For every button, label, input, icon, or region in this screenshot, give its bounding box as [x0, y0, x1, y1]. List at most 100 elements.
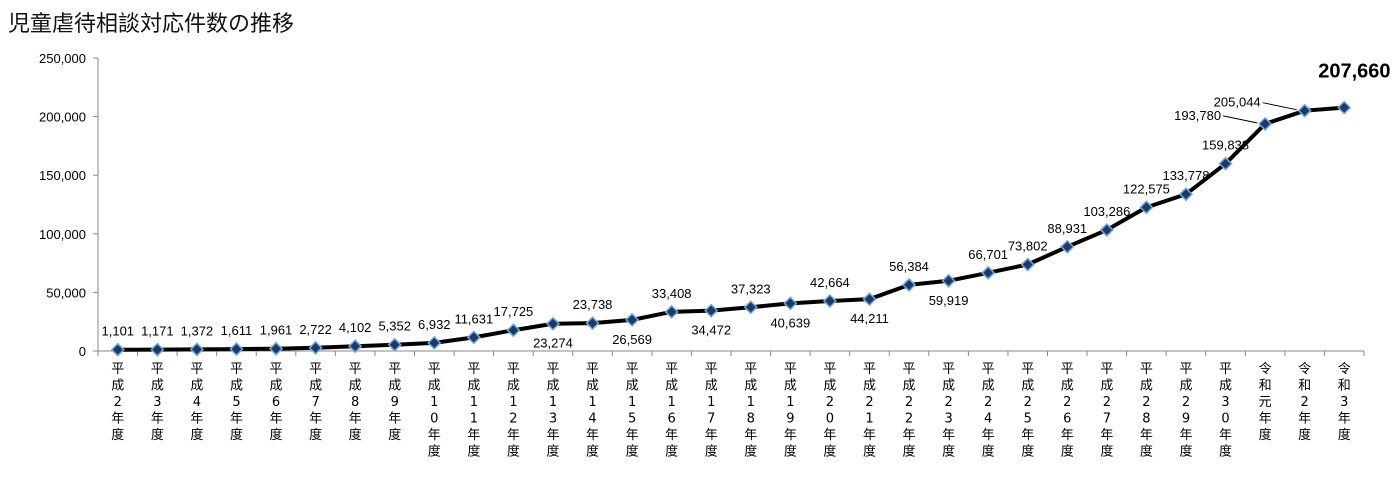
x-tick-label: 平成 1 0 年度 — [428, 362, 441, 460]
data-label: 122,575 — [1123, 181, 1170, 196]
data-point — [466, 330, 481, 345]
x-tick-label: 平成 1 8 年度 — [744, 362, 757, 460]
x-tick-label: 令和 3 年度 — [1338, 362, 1351, 443]
y-tick-label: 0 — [79, 344, 86, 359]
x-tick-label: 平成 7 年度 — [309, 362, 322, 443]
data-label: 88,931 — [1047, 221, 1087, 236]
data-point — [387, 337, 402, 352]
data-label: 44,211 — [850, 311, 889, 326]
data-label: 1,372 — [181, 323, 214, 338]
series-line — [117, 105, 1345, 352]
x-tick-label: 平成 2 3 年度 — [942, 362, 955, 460]
x-tick-label: 平成 5 年度 — [230, 362, 243, 443]
data-point — [189, 342, 204, 357]
data-label-leader — [1262, 102, 1297, 111]
x-tick-label: 平成 2 2 年度 — [903, 362, 916, 460]
data-label: 205,044 — [1214, 95, 1261, 110]
data-point — [1020, 257, 1035, 272]
data-label: 11,631 — [454, 311, 493, 326]
data-label: 4,102 — [339, 320, 372, 335]
data-point — [1099, 222, 1114, 238]
x-tick-label: 平成 1 6 年度 — [665, 362, 678, 460]
data-label: 34,472 — [691, 323, 731, 338]
data-point — [822, 293, 837, 309]
data-point — [1139, 200, 1154, 215]
x-tick-label: 平成 1 1 年度 — [467, 362, 480, 460]
x-tick-label: 平成 2 年度 — [111, 362, 124, 443]
data-point — [704, 303, 719, 318]
data-point — [348, 339, 363, 354]
data-point — [110, 342, 125, 357]
x-tick-label: 平成 1 4 年度 — [586, 362, 599, 460]
y-tick-label: 150,000 — [39, 168, 86, 183]
x-tick-label: 平成 2 9 年度 — [1179, 362, 1192, 460]
data-point — [1178, 187, 1194, 202]
data-label: 42,664 — [810, 275, 850, 290]
x-tick-label: 平成 3 年度 — [151, 362, 164, 443]
y-tick-label: 250,000 — [39, 51, 86, 66]
data-point — [783, 296, 798, 311]
data-point — [427, 335, 442, 350]
data-label: 56,384 — [889, 259, 929, 274]
data-label: 26,569 — [612, 332, 652, 347]
x-tick-label: 平成 2 1 年度 — [863, 362, 876, 460]
data-point — [1337, 100, 1352, 115]
data-point — [664, 304, 679, 319]
data-point — [545, 316, 561, 331]
data-point — [229, 342, 244, 357]
data-point — [981, 265, 996, 280]
data-point — [1060, 239, 1075, 254]
data-point — [506, 323, 521, 338]
x-tick-label: 平成 6 年度 — [270, 362, 283, 443]
data-point — [901, 277, 917, 292]
x-tick-label: 平成 1 3 年度 — [546, 362, 559, 460]
x-tick-label: 平成 2 5 年度 — [1021, 362, 1034, 460]
x-tick-label: 平成 2 8 年度 — [1140, 362, 1153, 460]
data-point — [150, 342, 165, 357]
x-tick-label: 平成 4 年度 — [190, 362, 203, 443]
y-tick-label: 50,000 — [46, 285, 86, 300]
data-label: 1,961 — [260, 323, 293, 338]
x-tick-label: 平成 2 0 年度 — [823, 362, 836, 460]
x-tick-label: 平成 3 0 年度 — [1219, 362, 1232, 460]
x-tick-label: 令和 2 年度 — [1298, 362, 1311, 443]
x-tick-label: 平成 9 年度 — [388, 362, 401, 443]
data-label: 17,725 — [494, 304, 534, 319]
data-label: 103,286 — [1083, 204, 1130, 219]
data-label: 193,780 — [1174, 108, 1221, 123]
y-tick-label: 100,000 — [39, 227, 86, 242]
data-label: 6,932 — [418, 317, 451, 332]
data-point — [1258, 116, 1273, 131]
x-tick-label: 平成 1 5 年度 — [626, 362, 639, 460]
x-tick-label: 平成 2 7 年度 — [1100, 362, 1113, 460]
data-label: 2,722 — [299, 322, 332, 337]
x-tick-label: 平成 1 7 年度 — [705, 362, 718, 460]
data-point — [625, 312, 640, 327]
data-point — [585, 316, 600, 331]
data-label: 73,802 — [1008, 239, 1048, 254]
data-label: 33,408 — [652, 286, 692, 301]
data-label: 1,171 — [141, 324, 174, 339]
x-tick-label: 平成 2 4 年度 — [982, 362, 995, 460]
data-point — [862, 292, 877, 307]
data-point — [1297, 103, 1312, 118]
x-tick-label: 平成 1 2 年度 — [507, 362, 520, 460]
data-label: 5,352 — [378, 319, 411, 334]
chart-title: 児童虐待相談対応件数の推移 — [8, 12, 295, 37]
data-label: 37,323 — [731, 281, 771, 296]
data-label: 59,919 — [929, 293, 969, 308]
data-label: 159,838 — [1202, 138, 1249, 153]
y-tick-label: 200,000 — [39, 110, 86, 125]
data-label: 207,660 — [1318, 61, 1390, 83]
data-point — [941, 273, 956, 288]
x-tick-label: 平成 2 6 年度 — [1061, 362, 1074, 460]
data-label: 133,778 — [1162, 168, 1209, 183]
data-label: 66,701 — [968, 247, 1008, 262]
x-tick-label: 平成 1 9 年度 — [784, 362, 797, 460]
x-tick-label: 平成 8 年度 — [349, 362, 362, 443]
x-tick-label: 令和元年度 — [1259, 362, 1272, 443]
data-point — [743, 300, 758, 315]
data-label: 1,101 — [102, 324, 135, 339]
data-point — [1218, 156, 1233, 171]
